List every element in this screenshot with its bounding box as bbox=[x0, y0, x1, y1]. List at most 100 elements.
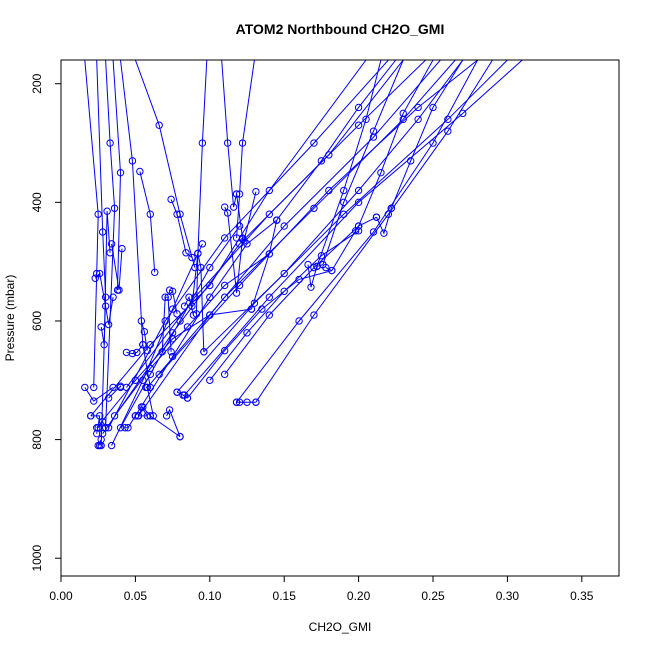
data-point bbox=[133, 348, 141, 357]
x-axis: 0.00 0.05 0.10 0.15 0.20 0.25 0.30 0.35 bbox=[49, 575, 594, 603]
data-point bbox=[354, 198, 363, 207]
data-point bbox=[328, 266, 336, 275]
data-point bbox=[265, 311, 274, 319]
data-point bbox=[235, 190, 244, 198]
series-line bbox=[90, 60, 367, 417]
data-point bbox=[110, 204, 119, 212]
data-point bbox=[295, 317, 303, 325]
y-tick-label: 1000 bbox=[30, 545, 44, 572]
series-line bbox=[96, 60, 107, 446]
x-tick-label: 0.10 bbox=[198, 589, 222, 603]
data-point bbox=[206, 281, 214, 290]
data-point bbox=[165, 406, 174, 414]
data-point bbox=[354, 227, 363, 235]
data-point bbox=[444, 127, 452, 135]
data-point bbox=[380, 229, 388, 237]
x-tick-label: 0.15 bbox=[273, 589, 297, 603]
data-point bbox=[151, 268, 159, 277]
series-line bbox=[111, 243, 123, 291]
data-point bbox=[340, 186, 348, 195]
data-point bbox=[98, 429, 107, 438]
data-point bbox=[87, 412, 95, 420]
series-line bbox=[322, 60, 404, 265]
y-tick-label: 200 bbox=[30, 73, 44, 93]
data-point bbox=[162, 412, 171, 420]
x-tick-label: 0.20 bbox=[347, 589, 371, 603]
data-point bbox=[387, 204, 396, 212]
y-tick-label: 600 bbox=[30, 311, 44, 331]
series-line bbox=[120, 225, 241, 428]
series-line bbox=[184, 60, 523, 396]
series-line bbox=[102, 60, 404, 434]
data-point bbox=[93, 269, 101, 278]
data-point bbox=[325, 186, 333, 195]
data-point bbox=[372, 213, 381, 221]
data-point bbox=[258, 305, 266, 313]
data-point bbox=[317, 252, 326, 260]
data-point bbox=[414, 103, 422, 112]
series-line bbox=[84, 60, 99, 388]
data-point bbox=[429, 103, 437, 112]
data-point bbox=[354, 222, 363, 230]
plot-frame bbox=[60, 59, 620, 577]
data-point bbox=[155, 121, 163, 129]
data-point bbox=[183, 394, 192, 402]
data-point bbox=[131, 412, 140, 420]
data-point bbox=[168, 305, 177, 313]
series-line bbox=[358, 60, 434, 227]
x-tick-label: 0.25 bbox=[421, 589, 445, 603]
data-point bbox=[252, 398, 260, 406]
data-point bbox=[168, 335, 177, 343]
series-line bbox=[134, 60, 196, 268]
data-point bbox=[95, 412, 104, 420]
data-point bbox=[98, 228, 107, 236]
data-point bbox=[307, 283, 315, 291]
data-point bbox=[235, 281, 244, 290]
data-point bbox=[122, 383, 131, 392]
data-point bbox=[106, 139, 114, 147]
x-tick-label: 0.05 bbox=[124, 589, 148, 603]
data-point bbox=[280, 222, 288, 230]
series-group bbox=[81, 60, 523, 450]
data-point bbox=[164, 293, 172, 301]
data-point bbox=[109, 293, 117, 301]
data-point bbox=[252, 187, 260, 196]
data-point bbox=[182, 249, 190, 257]
data-point bbox=[304, 260, 312, 269]
data-point bbox=[101, 293, 110, 301]
data-point bbox=[128, 157, 137, 165]
data-point bbox=[310, 263, 318, 272]
data-point bbox=[146, 412, 154, 420]
plot-area bbox=[60, 59, 620, 577]
chart-title: ATOM2 Northbound CH2O_GMI bbox=[236, 21, 445, 37]
series-line bbox=[120, 60, 151, 388]
data-point bbox=[90, 383, 98, 392]
series-line bbox=[137, 60, 441, 417]
series-line bbox=[112, 60, 122, 291]
series-line bbox=[137, 406, 181, 438]
series-line bbox=[146, 60, 456, 388]
series-line bbox=[251, 219, 278, 310]
data-point bbox=[414, 115, 422, 124]
data-point bbox=[176, 317, 184, 325]
x-tick-label: 0.30 bbox=[496, 589, 520, 603]
data-point bbox=[113, 286, 122, 294]
data-point bbox=[194, 249, 202, 258]
data-point bbox=[121, 424, 129, 432]
data-point bbox=[280, 269, 288, 278]
data-point bbox=[220, 293, 229, 301]
series-line bbox=[376, 208, 392, 235]
data-point bbox=[110, 412, 119, 420]
data-point bbox=[116, 424, 125, 432]
data-point bbox=[223, 139, 232, 147]
data-point bbox=[229, 203, 238, 211]
data-point bbox=[220, 281, 229, 290]
data-point bbox=[167, 195, 175, 204]
data-point bbox=[250, 299, 259, 307]
series-line bbox=[108, 60, 389, 428]
data-point bbox=[265, 293, 274, 301]
y-axis: 200 400 600 800 1000 bbox=[30, 73, 61, 572]
data-point bbox=[384, 210, 393, 218]
series-line bbox=[114, 253, 270, 417]
data-point bbox=[232, 289, 241, 297]
